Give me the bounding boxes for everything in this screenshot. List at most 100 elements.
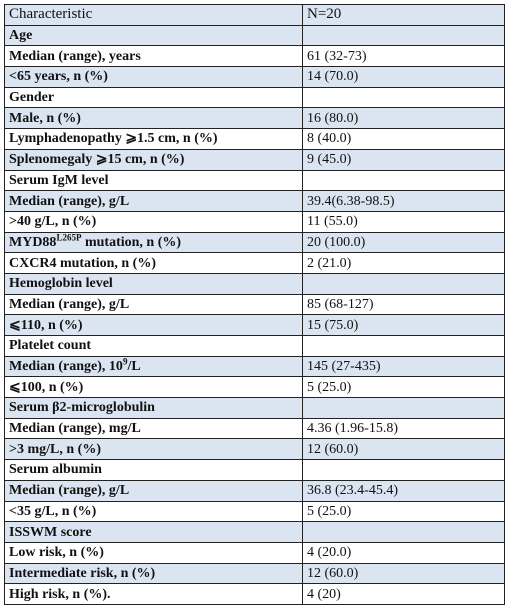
row-value bbox=[302, 459, 505, 481]
table-row: Platelet count bbox=[4, 335, 505, 357]
table-row: ⩽100, n (%) 5 (25.0) bbox=[4, 376, 505, 399]
table-row: <65 years, n (%) 14 (70.0) bbox=[4, 66, 505, 88]
header-characteristic: Characteristic bbox=[4, 4, 303, 26]
row-label-text: <35 g/L, n (%) bbox=[9, 503, 97, 519]
row-sublabel: Median (range), g/L bbox=[4, 190, 303, 212]
row-sublabel: Median (range), years bbox=[4, 45, 303, 68]
row-label-text: Serum β2-microglobulin bbox=[9, 400, 155, 416]
table-row: Splenomegaly ⩾15 cm, n (%) 9 (45.0) bbox=[4, 148, 505, 171]
row-label-text: >40 g/L, n (%) bbox=[9, 214, 97, 230]
row-label-text: >3 mg/L, n (%) bbox=[9, 441, 101, 457]
row-section-label: Lymphadenopathy ⩾1.5 cm, n (%) bbox=[4, 128, 303, 150]
header-n: N=20 bbox=[302, 4, 505, 26]
row-sublabel: Male, n (%) bbox=[4, 107, 303, 130]
row-value: 85 (68-127) bbox=[302, 293, 505, 316]
table-row: Intermediate risk, n (%) 12 (60.0) bbox=[4, 562, 505, 585]
row-label-text: Splenomegaly ⩾15 cm, n (%) bbox=[9, 152, 185, 168]
table-row: Low risk, n (%) 4 (20.0) bbox=[4, 541, 505, 564]
row-label-text: Median (range), 10 bbox=[9, 359, 123, 375]
row-value: 16 (80.0) bbox=[302, 107, 505, 130]
row-label-text: Serum IgM level bbox=[9, 172, 109, 188]
row-value bbox=[302, 24, 505, 47]
table-row: Lymphadenopathy ⩾1.5 cm, n (%) 8 (40.0) bbox=[4, 128, 505, 150]
row-sublabel: Intermediate risk, n (%) bbox=[4, 562, 303, 585]
row-sublabel: Median (range), 109/L bbox=[4, 355, 303, 378]
table-row: Male, n (%) 16 (80.0) bbox=[4, 107, 505, 130]
row-sublabel: <65 years, n (%) bbox=[4, 66, 303, 88]
row-label-text: Male, n (%) bbox=[9, 110, 81, 126]
row-label-text: Median (range), g/L bbox=[9, 296, 130, 312]
row-sublabel: High risk, n (%). bbox=[4, 583, 303, 605]
row-label-text: Intermediate risk, n (%) bbox=[9, 565, 156, 581]
row-label-text: ISSWM score bbox=[9, 524, 92, 540]
row-value bbox=[302, 86, 505, 109]
row-label-text: Low risk, n (%) bbox=[9, 545, 104, 561]
row-sublabel: Median (range), mg/L bbox=[4, 417, 303, 440]
row-value: 2 (21.0) bbox=[302, 252, 505, 274]
row-value: 20 (100.0) bbox=[302, 231, 505, 254]
table-row: Median (range), years 61 (32-73) bbox=[4, 45, 505, 68]
table-row: CXCR4 mutation, n (%) 2 (21.0) bbox=[4, 252, 505, 274]
table-row: Median (range), mg/L 4.36 (1.96-15.8) bbox=[4, 417, 505, 440]
row-label-text: ⩽110, n (%) bbox=[9, 317, 83, 333]
row-label-text: Median (range), years bbox=[9, 48, 141, 64]
row-section-label: Hemoglobin level bbox=[4, 272, 303, 295]
row-label-text: Median (range), g/L bbox=[9, 483, 130, 499]
row-label-text: Gender bbox=[9, 90, 55, 106]
table-row: Median (range), 109/L 145 (27-435) bbox=[4, 355, 505, 378]
row-label-text: High risk, n (%). bbox=[9, 586, 111, 602]
row-label-text: Lymphadenopathy ⩾1.5 cm, n (%) bbox=[9, 131, 218, 147]
row-value: 61 (32-73) bbox=[302, 45, 505, 68]
row-value: 14 (70.0) bbox=[302, 66, 505, 88]
table-row: Serum IgM level bbox=[4, 169, 505, 192]
row-label-suffix: mutation, n (%) bbox=[81, 234, 182, 250]
table-row: >3 mg/L, n (%) 12 (60.0) bbox=[4, 438, 505, 461]
row-label-text: Serum albumin bbox=[9, 462, 102, 478]
row-sublabel: Median (range), g/L bbox=[4, 479, 303, 502]
row-value: 8 (40.0) bbox=[302, 128, 505, 150]
row-value: 36.8 (23.4-45.4) bbox=[302, 479, 505, 502]
characteristics-table: Characteristic N=20 Age Median (range), y… bbox=[4, 4, 505, 605]
row-label-superscript: 9 bbox=[122, 356, 128, 367]
row-label-text: <65 years, n (%) bbox=[9, 69, 108, 85]
row-value: 9 (45.0) bbox=[302, 148, 505, 171]
row-label-superscript: L265P bbox=[56, 232, 82, 243]
row-value: 12 (60.0) bbox=[302, 562, 505, 585]
row-sublabel: ⩽100, n (%) bbox=[4, 376, 303, 399]
row-label-text: CXCR4 mutation, n (%) bbox=[9, 255, 156, 271]
table-row: Serum β2-microglobulin bbox=[4, 397, 505, 419]
row-label-suffix: /L bbox=[127, 359, 141, 375]
row-value bbox=[302, 169, 505, 192]
row-sublabel: >40 g/L, n (%) bbox=[4, 210, 303, 233]
row-section-label: Gender bbox=[4, 86, 303, 109]
row-value bbox=[302, 335, 505, 357]
row-label-text: Median (range), mg/L bbox=[9, 421, 141, 437]
row-value: 4 (20.0) bbox=[302, 541, 505, 564]
table-row: Gender bbox=[4, 86, 505, 109]
row-section-label: CXCR4 mutation, n (%) bbox=[4, 252, 303, 274]
row-value: 12 (60.0) bbox=[302, 438, 505, 461]
row-section-label: Age bbox=[4, 24, 303, 47]
row-value: 39.4(6.38-98.5) bbox=[302, 190, 505, 212]
row-section-label: Serum IgM level bbox=[4, 169, 303, 192]
table-row: Hemoglobin level bbox=[4, 272, 505, 295]
row-value: 11 (55.0) bbox=[302, 210, 505, 233]
row-section-label: Serum albumin bbox=[4, 459, 303, 481]
row-value bbox=[302, 272, 505, 295]
table-row: MYD88L265P mutation, n (%) 20 (100.0) bbox=[4, 231, 505, 254]
row-label-text: Hemoglobin level bbox=[9, 276, 113, 292]
row-label-text: Age bbox=[9, 28, 33, 44]
row-label-text: Median (range), g/L bbox=[9, 193, 130, 209]
table-header-row: Characteristic N=20 bbox=[4, 4, 505, 26]
row-section-label: Platelet count bbox=[4, 335, 303, 357]
row-sublabel: >3 mg/L, n (%) bbox=[4, 438, 303, 461]
row-label-text: Platelet count bbox=[9, 338, 92, 354]
row-section-label: MYD88L265P mutation, n (%) bbox=[4, 231, 303, 254]
table-row: Median (range), g/L 85 (68-127) bbox=[4, 293, 505, 316]
row-value: 15 (75.0) bbox=[302, 314, 505, 336]
row-value bbox=[302, 521, 505, 543]
row-value: 5 (25.0) bbox=[302, 376, 505, 399]
row-value bbox=[302, 397, 505, 419]
row-section-label: Splenomegaly ⩾15 cm, n (%) bbox=[4, 148, 303, 171]
